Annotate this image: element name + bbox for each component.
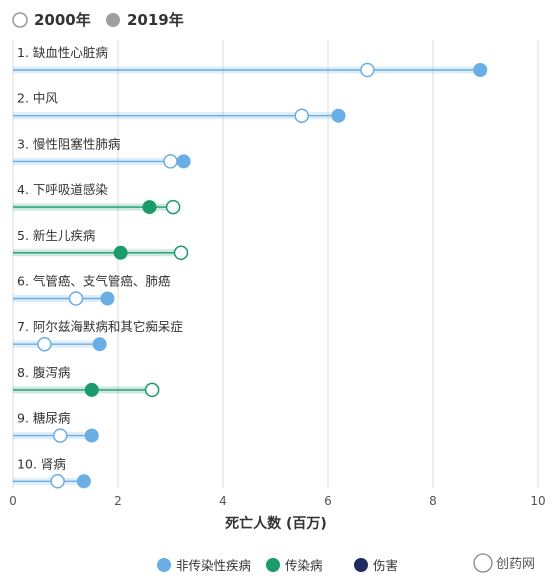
data-row: 3. 慢性阻塞性肺病 xyxy=(13,136,191,169)
x-tick-label: 2 xyxy=(114,494,122,508)
marker-2000 xyxy=(50,474,65,489)
marker-2019 xyxy=(113,245,128,260)
marker-2019 xyxy=(142,200,157,215)
row-label: 8. 腹泻病 xyxy=(17,365,70,380)
marker-2000 xyxy=(163,154,178,169)
marker-2019 xyxy=(331,108,346,123)
marker-2000 xyxy=(53,428,68,443)
legend-category-label: 非传染性疾病 xyxy=(176,558,251,573)
x-axis-title: 死亡人数 (百万) xyxy=(224,515,327,532)
data-row: 10. 肾病 xyxy=(13,456,91,489)
wechat-icon xyxy=(473,553,493,573)
marker-2000 xyxy=(360,62,375,78)
legend-label-2000: 2000年 xyxy=(34,11,91,29)
row-label: 7. 阿尔兹海默病和其它痴呆症 xyxy=(17,319,183,334)
legend-swatch xyxy=(266,558,280,572)
marker-2000 xyxy=(144,382,160,398)
legend-category-label: 伤害 xyxy=(373,558,398,573)
row-label: 5. 新生儿疾病 xyxy=(17,228,95,243)
data-row: 1. 缺血性心脏病 xyxy=(13,45,488,78)
grid xyxy=(12,40,539,488)
x-tick-label: 10 xyxy=(530,494,545,508)
x-tick-label: 4 xyxy=(219,494,227,508)
legend-category-label: 传染病 xyxy=(285,558,323,573)
data-row: 5. 新生儿疾病 xyxy=(13,228,189,261)
row-label: 4. 下呼吸道感染 xyxy=(17,182,108,197)
marker-2000 xyxy=(294,108,309,123)
category-legend: 非传染性疾病 传染病 伤害 xyxy=(157,558,398,573)
watermark: 创药网 xyxy=(473,553,535,573)
marker-2000 xyxy=(165,199,181,215)
row-label: 2. 中风 xyxy=(17,91,58,106)
row-label: 3. 慢性阻塞性肺病 xyxy=(17,136,120,151)
marker-2019 xyxy=(84,428,99,443)
marker-2000 xyxy=(173,245,189,261)
marker-2019 xyxy=(176,154,191,169)
x-tick-label: 0 xyxy=(9,494,17,508)
marker-2019 xyxy=(473,63,488,77)
watermark-text: 创药网 xyxy=(496,557,535,572)
marker-2019 xyxy=(84,382,99,397)
marker-2000 xyxy=(37,336,52,352)
marker-2019 xyxy=(92,337,107,352)
x-axis: 0 2 4 6 8 10 xyxy=(9,494,545,508)
legend-swatch xyxy=(354,558,368,572)
data-row: 9. 糖尿病 xyxy=(13,411,99,443)
data-row: 4. 下呼吸道感染 xyxy=(13,182,181,215)
marker-2000 xyxy=(68,291,84,306)
marker-2019 xyxy=(76,474,91,489)
legend-filled-marker xyxy=(106,13,120,27)
legend-hollow-marker xyxy=(12,12,28,28)
row-label: 1. 缺血性心脏病 xyxy=(17,45,108,60)
x-tick-label: 6 xyxy=(324,494,332,508)
data-row: 6. 气管癌、支气管癌、肺癌 xyxy=(13,274,170,306)
legend-label-2019: 2019年 xyxy=(127,11,184,29)
row-label: 9. 糖尿病 xyxy=(17,411,70,426)
year-legend: 2000年 2019年 xyxy=(12,11,184,29)
data-row: 2. 中风 xyxy=(13,91,346,123)
data-row: 8. 腹泻病 xyxy=(13,365,160,398)
row-label: 10. 肾病 xyxy=(17,456,66,471)
row-label: 6. 气管癌、支气管癌、肺癌 xyxy=(17,274,170,289)
data-rows: 1. 缺血性心脏病 2. 中风 3. 慢性阻塞性肺病 4. 下呼吸道感染 5. 新生儿疾… xyxy=(13,45,488,489)
marker-2019 xyxy=(100,291,115,306)
x-tick-label: 8 xyxy=(429,494,437,508)
data-row: 7. 阿尔兹海默病和其它痴呆症 xyxy=(13,319,183,352)
legend-swatch xyxy=(157,558,171,572)
